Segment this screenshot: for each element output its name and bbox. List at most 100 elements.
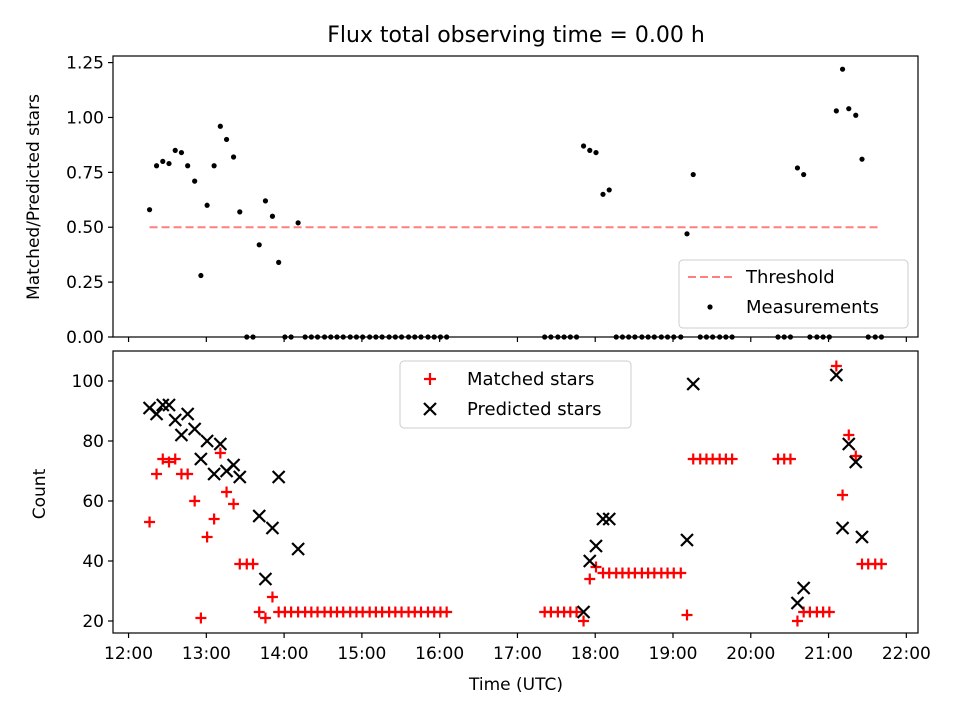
predicted-stars-point <box>271 470 286 484</box>
y-tick-label: 60 <box>82 492 104 512</box>
matched-stars-point <box>675 567 687 579</box>
predicted-stars-point <box>790 596 805 610</box>
x-tick-label: 15:00 <box>337 644 386 664</box>
matched-stars-point <box>259 612 271 624</box>
measurement-point <box>262 198 269 204</box>
measurement-point <box>166 160 172 167</box>
predicted-stars-point <box>686 377 700 391</box>
y-tick-label: 40 <box>82 552 104 572</box>
ratio-legend: Threshold Measurements <box>678 259 909 329</box>
predicted-stars-point <box>156 398 170 412</box>
measurement-point <box>690 171 696 178</box>
x-tick-label: 13:00 <box>182 644 231 664</box>
measurement-point <box>198 272 204 279</box>
ratio-marks <box>146 66 885 340</box>
count-marks <box>142 360 887 627</box>
matched-stars-point <box>253 606 265 618</box>
measurement-point <box>217 123 223 129</box>
predicted-stars-point <box>576 605 591 619</box>
x-tick-label: 19:00 <box>649 644 698 664</box>
matched-stars-point <box>571 606 583 618</box>
matched-legend-label: Matched stars <box>467 369 594 390</box>
x-tick-label: 18:00 <box>571 644 620 664</box>
matched-stars-point <box>726 453 738 465</box>
x-tick-label: 17:00 <box>493 644 542 664</box>
y-tick-label: 0.25 <box>66 273 104 293</box>
predicted-stars-point <box>680 533 694 547</box>
predicted-stars-point <box>258 572 273 586</box>
measurement-point <box>853 112 859 118</box>
predicted-stars-point <box>233 470 247 484</box>
count-x-axis: 12:00 13:00 14:00 15:00 16:00 17:00 18:00 19:00… <box>104 633 931 664</box>
measurement-point <box>172 147 178 153</box>
measurement-point <box>794 165 801 171</box>
y-tick-label: 1.00 <box>66 108 104 128</box>
ratio-x-axis <box>127 337 907 342</box>
matched-stars-point <box>228 498 240 510</box>
predicted-stars-point <box>200 434 214 448</box>
y-tick-label: 1.25 <box>66 54 104 74</box>
predicted-stars-point <box>194 452 208 466</box>
measurement-point <box>593 149 599 156</box>
matched-stars-point <box>681 609 693 621</box>
x-tick-label: 21:00 <box>804 644 853 664</box>
measurement-point <box>587 147 593 153</box>
predicted-stars-point <box>180 407 195 421</box>
y-tick-label: 100 <box>72 372 104 392</box>
predicted-stars-point <box>842 437 856 451</box>
matched-stars-point <box>791 615 803 627</box>
matched-stars-point <box>182 468 194 480</box>
x-tick-label: 20:00 <box>726 644 775 664</box>
measurement-point <box>237 209 243 215</box>
measurement-point <box>223 136 230 143</box>
measurement-point <box>230 154 237 160</box>
matched-stars-point <box>169 453 181 465</box>
x-axis-label: Time (UTC) <box>468 675 563 695</box>
measurement-point <box>146 207 153 213</box>
y-tick-label: 0.50 <box>66 218 104 238</box>
ratio-y-axis: 0.00 0.25 0.50 0.75 1.00 1.25 <box>66 54 113 348</box>
predicted-stars-point <box>796 581 811 595</box>
matched-stars-point <box>441 606 453 618</box>
y-tick-label: 80 <box>82 432 104 452</box>
predicted-stars-point <box>835 521 850 535</box>
predicted-stars-point <box>252 509 266 523</box>
predicted-stars-point <box>265 521 280 535</box>
predicted-stars-point <box>849 455 863 469</box>
matched-stars-point <box>208 513 220 525</box>
predicted-stars-point <box>149 407 164 421</box>
matched-stars-point <box>837 489 849 501</box>
y-tick-label: 20 <box>82 612 104 632</box>
matched-stars-point <box>144 516 156 528</box>
measurement-point <box>801 171 807 178</box>
count-panel: 20 40 60 80 100 12:00 13:00 14:00 15:00 16:00 17:… <box>30 350 931 695</box>
predicted-legend-label: Predicted stars <box>467 399 601 420</box>
matched-stars-point <box>578 615 590 627</box>
matched-stars-point <box>163 456 175 468</box>
predicted-stars-point <box>602 512 616 526</box>
predicted-stars-point <box>162 398 176 412</box>
matched-stars-point <box>247 558 259 570</box>
predicted-stars-point <box>207 467 221 481</box>
measurement-point <box>606 187 612 193</box>
matched-stars-point <box>843 429 855 441</box>
y-tick-label: 0.00 <box>66 328 104 348</box>
measurement-point <box>295 220 301 226</box>
matched-stars-point <box>221 486 233 498</box>
measurement-point <box>153 163 160 169</box>
measurement-point <box>204 202 210 208</box>
measurement-point <box>256 242 262 248</box>
x-tick-label: 22:00 <box>882 644 931 664</box>
measurement-point <box>211 163 217 169</box>
measurement-point <box>580 143 587 149</box>
predicted-stars-point <box>174 428 189 442</box>
matched-stars-point <box>157 453 169 465</box>
predicted-stars-point <box>855 530 869 544</box>
matched-stars-point <box>151 468 163 480</box>
x-tick-label: 12:00 <box>104 644 153 664</box>
predicted-stars-point <box>226 458 241 472</box>
matched-stars-point <box>590 561 602 573</box>
chart-title: Flux total observing time = 0.00 h <box>327 23 705 48</box>
measurements-legend-label: Measurements <box>746 297 879 318</box>
count-y-axis-label: Count <box>30 468 50 519</box>
